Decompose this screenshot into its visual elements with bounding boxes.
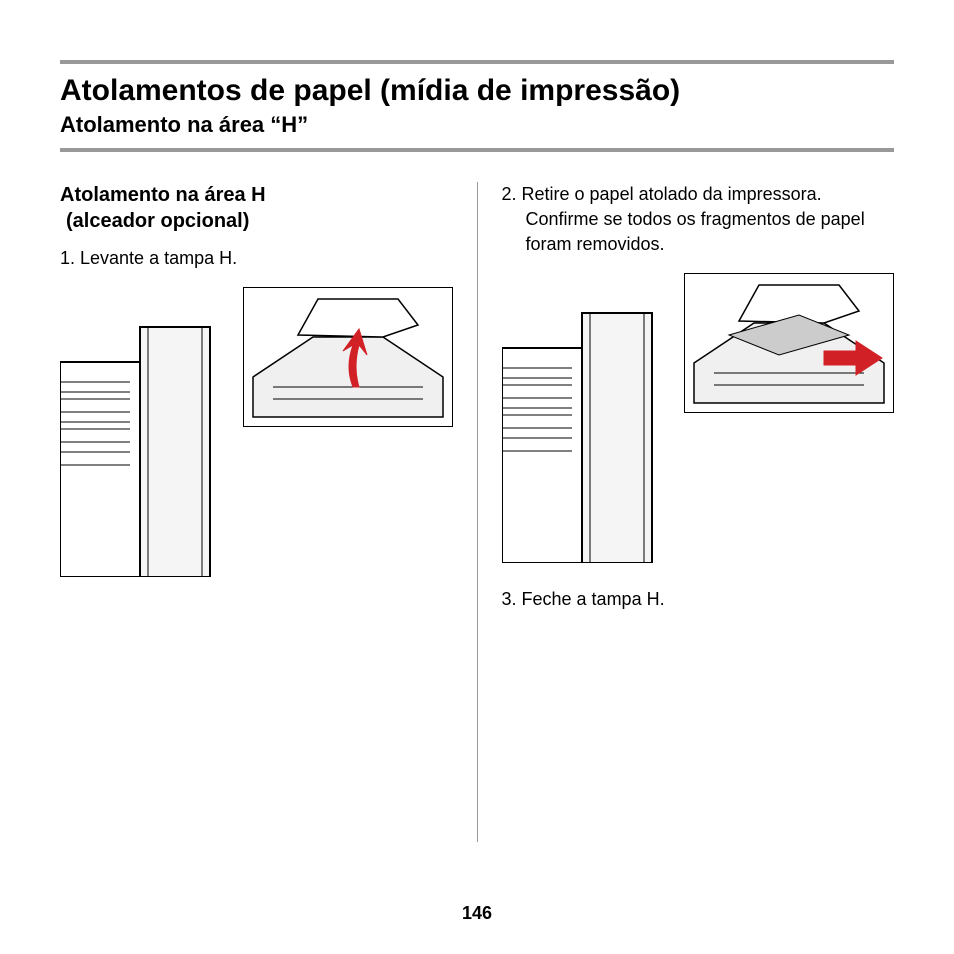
printer-body-illustration-2 <box>502 303 672 563</box>
step-3-text: 3. Feche a tampa H. <box>502 587 895 612</box>
right-column: 2. Retire o papel atolado da impressora.… <box>478 182 895 842</box>
figure-step-1 <box>60 287 453 577</box>
step-1-text: 1. Levante a tampa H. <box>60 246 453 271</box>
heading-line-2: (alceador opcional) <box>60 208 453 234</box>
printer-body-illustration <box>60 317 230 577</box>
inset-cover-open <box>243 287 453 427</box>
step-2-text: 2. Retire o papel atolado da impressora.… <box>502 182 895 258</box>
page-number: 146 <box>0 903 954 924</box>
heading-line-1: Atolamento na área H <box>60 184 266 206</box>
two-column-layout: Atolamento na área H (alceador opcional)… <box>60 182 894 842</box>
section-heading: Atolamento na área H (alceador opcional) <box>60 182 453 234</box>
left-column: Atolamento na área H (alceador opcional)… <box>60 182 477 842</box>
bottom-rule <box>60 148 894 152</box>
sub-title: Atolamento na área “H” <box>60 112 894 138</box>
main-title: Atolamentos de papel (mídia de impressão… <box>60 72 894 110</box>
figure-step-2 <box>502 273 895 563</box>
top-rule <box>60 60 894 64</box>
inset-remove-paper <box>684 273 894 413</box>
